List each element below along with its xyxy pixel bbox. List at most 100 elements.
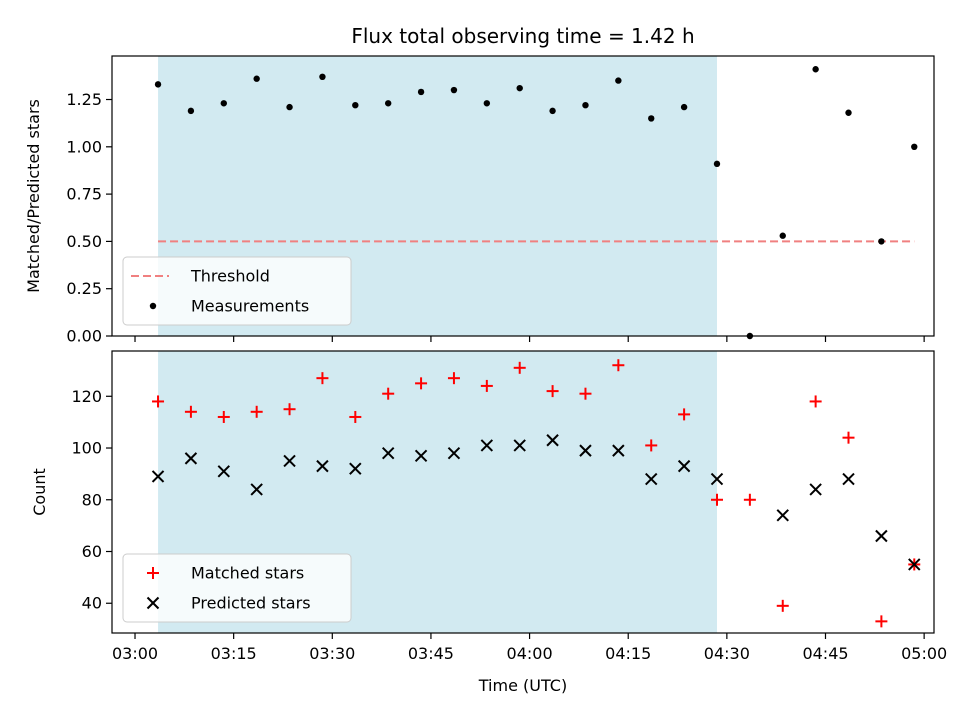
matched-stars-point <box>875 615 888 628</box>
matched-stars-point <box>480 379 493 392</box>
measurement-point <box>319 73 326 81</box>
legend-measurement-swatch <box>149 302 157 310</box>
measurement-point <box>450 86 458 94</box>
measurement-point <box>187 107 195 115</box>
x-tick-label: 04:15 <box>605 644 651 663</box>
measurement-point <box>384 100 392 107</box>
ratio-panel: 0.00 0.25 0.50 0.75 1.00 1.25 Matched/Predicte… <box>24 55 935 346</box>
legend-label: Threshold <box>190 267 270 286</box>
x-stroke-b <box>151 470 165 483</box>
x-stroke-b <box>250 483 263 496</box>
matched-stars-point <box>447 372 460 385</box>
matched-stars-point <box>152 395 165 408</box>
y-tick-label: 100 <box>71 439 102 458</box>
y-axis-label: Matched/Predicted stars <box>24 99 43 293</box>
y-tick-label: 1.00 <box>66 137 102 156</box>
matched-stars-point <box>645 439 658 452</box>
x-stroke-b <box>447 446 461 460</box>
x-tick-label: 03:15 <box>211 644 257 663</box>
x-stroke-b <box>381 446 395 460</box>
chart-title: Flux total observing time = 1.42 h <box>351 24 694 48</box>
measurement-point <box>549 107 556 115</box>
x-axis-label: Time (UTC) <box>478 676 567 695</box>
predicted-stars-point <box>151 470 165 483</box>
matched-stars-point <box>842 431 855 444</box>
x-stroke-b <box>480 439 494 452</box>
matched-stars-point <box>184 405 197 418</box>
matched-stars-point <box>678 408 691 421</box>
x-tick-label: 04:00 <box>507 644 553 663</box>
matched-stars-point <box>513 361 526 374</box>
x-stroke-b <box>908 558 921 571</box>
predicted-stars-point <box>184 452 198 465</box>
predicted-stars-point <box>710 472 724 486</box>
predicted-stars-point <box>546 434 559 447</box>
x-stroke-b <box>579 444 592 457</box>
x-stroke-b <box>875 529 888 543</box>
measurement-point <box>253 75 260 82</box>
y-tick-label: 40 <box>82 594 102 613</box>
matched-stars-point <box>283 403 296 416</box>
predicted-stars-point <box>316 459 329 473</box>
measurement-point <box>615 77 622 84</box>
measurement-point <box>582 101 589 109</box>
measurement-point <box>220 100 227 107</box>
legend: Threshold Measurements <box>122 256 352 326</box>
legend-box <box>122 553 352 623</box>
predicted-stars-point <box>809 483 822 496</box>
measurement-point <box>779 232 786 239</box>
x-stroke-b <box>809 483 822 496</box>
predicted-stars-point <box>513 439 526 452</box>
predicted-stars-point <box>480 439 494 452</box>
predicted-stars-point <box>349 462 362 475</box>
predicted-stars-point <box>414 449 428 462</box>
legend-label: Matched stars <box>191 564 304 583</box>
legend: Matched stars Predicted stars <box>122 553 352 623</box>
matched-stars-point <box>612 359 625 372</box>
x-tick-label: 03:30 <box>309 644 355 663</box>
x-stroke-b <box>414 449 428 462</box>
x-tick-label: 03:00 <box>112 644 158 663</box>
measurement-point <box>483 100 491 107</box>
count-panel: 40 60 80 100 120 03:00 03:15 03:30 03:45 04:00 04:… <box>30 350 947 663</box>
matched-stars-point <box>546 385 559 398</box>
measurement-point <box>417 88 425 96</box>
x-tick-label: 04:45 <box>802 644 848 663</box>
y-tick-label: 1.25 <box>66 90 102 109</box>
x-stroke-b <box>710 472 724 486</box>
measurement-point <box>713 160 721 168</box>
x-stroke-b <box>184 452 198 465</box>
x-tick-label: 03:45 <box>408 644 454 663</box>
predicted-stars-point <box>842 472 855 486</box>
predicted-stars-point <box>875 529 888 543</box>
legend-label: Predicted stars <box>191 594 311 613</box>
x-stroke-b <box>283 454 296 468</box>
x-stroke-b <box>677 459 691 473</box>
axes-frame <box>111 350 935 634</box>
x-stroke-b <box>842 472 855 486</box>
matched-stars-point <box>415 377 428 390</box>
matched-stars-point <box>349 410 362 423</box>
y-tick-label: 0.50 <box>66 232 102 251</box>
matched-stars-point <box>382 387 395 400</box>
x-stroke-b <box>645 472 658 486</box>
predicted-stars-point <box>677 459 691 473</box>
x-stroke-b <box>546 434 559 447</box>
legend-label: Measurements <box>191 297 309 316</box>
measurement-point <box>911 143 918 151</box>
measurement-point <box>845 109 852 116</box>
x-stroke-b <box>316 459 329 473</box>
predicted-stars-point <box>217 465 230 478</box>
measurement-point <box>154 81 162 88</box>
legend-box <box>122 256 352 326</box>
y-tick-label: 120 <box>71 387 102 406</box>
axes-frame <box>111 55 935 337</box>
predicted-stars-point <box>645 472 658 486</box>
matched-stars-point <box>710 493 723 506</box>
predicted-stars-point <box>776 509 789 522</box>
x-stroke-b <box>612 444 625 457</box>
y-tick-label: 80 <box>82 490 102 509</box>
predicted-stars-point <box>381 446 395 460</box>
predicted-stars-point <box>612 444 625 457</box>
